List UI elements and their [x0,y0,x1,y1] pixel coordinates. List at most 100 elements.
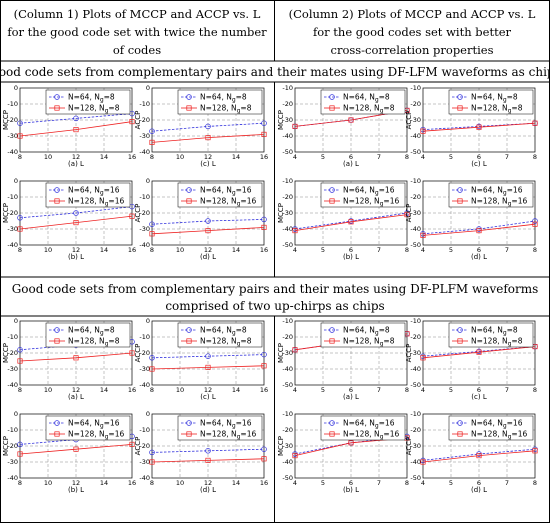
y-tick-label: -10 [7,100,18,108]
series-1-point [149,355,155,361]
plot-frame [151,87,265,153]
x-tick-label: 16 [260,386,268,394]
y-tick-label: -30 [282,442,293,450]
x-axis-label: (c) L [200,160,216,168]
legend-box [45,182,131,208]
series-line-1 [294,212,408,230]
y-tick-label: -20 [7,209,18,217]
plot-frame [19,87,133,153]
series-2-point [261,131,267,137]
series-2-point [476,349,482,355]
legend: N=64, Ng=16N=128, Ng=16 [320,415,406,441]
series-2-point [129,441,135,447]
x-tick-label: 5 [321,153,325,161]
y-axis-label: MCCP [277,343,285,363]
x-tick-label: 14 [100,246,108,254]
series-line-2 [151,134,265,143]
x-tick-label: 8 [150,153,154,161]
series-2-point [348,440,354,446]
x-tick-label: 7 [505,479,509,487]
x-tick-label: 4 [293,479,297,487]
chart-panel-8: 8 10 12 14 16 -40 -30 -20 -10 0 (a) L MCCP N=64, Ng=… [2,317,136,401]
chart-panel-4: 4 5 6 7 8 -50 -40 -30 -20 -10 (a) L MCCP N=64, Ng=8N… [277,84,410,168]
legend-entry-1: N=64, Ng=8 [200,326,247,337]
legend-marker-circle [329,420,335,426]
legend: N=64, Ng=8N=128, Ng=8 [448,322,534,348]
column-2-header-line-1: (Column 2) Plots of MCCP and ACCP vs. L [289,7,536,21]
series-2-point [420,128,426,134]
y-tick-label: -20 [7,116,18,124]
legend-entry-2: N=128, Ng=8 [471,104,523,115]
y-tick-label: -50 [410,474,421,482]
legend-entry-1: N=64, Ng=16 [471,186,523,197]
series-1-point [261,216,267,223]
legend-marker-circle [54,327,60,333]
y-tick-label: -20 [282,193,293,201]
y-axis-label: MCCP [277,110,285,130]
y-axis-label: ACCP [134,344,142,363]
series-2-point [404,212,410,218]
legend-box [320,182,406,208]
y-tick-label: -40 [139,148,150,156]
x-tick-label: 14 [232,246,240,254]
series-2-point [149,231,155,237]
legend-box [177,89,263,115]
x-axis-label: (c) L [471,393,487,401]
x-tick-label: 7 [505,246,509,254]
x-tick-label: 10 [44,153,52,161]
y-tick-label: -40 [139,381,150,389]
x-tick-label: 4 [421,479,425,487]
y-tick-label: -30 [282,209,293,217]
legend-marker-circle [186,187,192,193]
series-1-point [261,120,267,126]
legend-entry-2: N=128, Ng=16 [343,197,399,208]
chart-panel-3: 8 10 12 14 16 -40 -30 -20 -10 0 (d) L ACCP N=64, Ng=… [134,177,268,261]
legend-entry-2: N=128, Ng=16 [68,430,124,441]
x-axis-label: (a) L [343,160,359,168]
y-axis-label: ACCP [405,344,413,363]
legend-marker-square [329,198,335,204]
series-2-point [205,135,211,141]
y-tick-label: -10 [410,410,421,418]
series-1-point [17,347,23,353]
x-tick-label: 14 [232,386,240,394]
plot-frame [422,87,536,153]
y-axis-label: MCCP [2,436,10,456]
y-tick-label: -30 [7,365,18,373]
series-1-point [73,210,79,216]
y-tick-label: -10 [282,317,293,325]
series-1-point [205,448,211,454]
legend: N=64, Ng=8N=128, Ng=8 [177,322,263,348]
x-tick-label: 14 [100,386,108,394]
chart-panel-10: 8 10 12 14 16 -40 -30 -20 -10 0 (b) L MCCP N=64, Ng=… [2,410,136,494]
series-2-point [292,123,298,129]
legend-marker-circle [186,420,192,426]
series-2-point [17,226,23,232]
x-tick-label: 4 [293,386,297,394]
section-1-title: Good code sets from complementary pairs … [0,65,550,79]
y-tick-label: -30 [139,225,150,233]
y-tick-label: -10 [139,333,150,341]
y-tick-label: 0 [146,410,150,418]
x-tick-label: 8 [533,153,537,161]
series-line-1 [151,122,265,132]
series-line-2 [19,121,133,137]
legend-box [177,322,263,348]
legend-marker-square [329,338,335,344]
x-tick-label: 12 [72,479,80,487]
x-axis-label: (c) L [200,393,216,401]
chart-panel-14: 4 5 6 7 8 -50 -40 -30 -20 -10 (b) L MCCP N=64, Ng=16… [277,410,410,494]
x-axis-label: (b) L [68,486,84,494]
y-tick-label: 0 [146,177,150,185]
x-axis-label: (d) L [471,486,487,494]
x-tick-label: 4 [293,246,297,254]
x-axis-label: (b) L [68,253,84,261]
y-tick-label: -20 [139,349,150,357]
series-2-point [149,459,155,465]
y-tick-label: -30 [7,458,18,466]
y-tick-label: -40 [7,381,18,389]
x-tick-label: 12 [204,153,212,161]
y-tick-label: -40 [410,365,421,373]
y-tick-label: -20 [410,333,421,341]
